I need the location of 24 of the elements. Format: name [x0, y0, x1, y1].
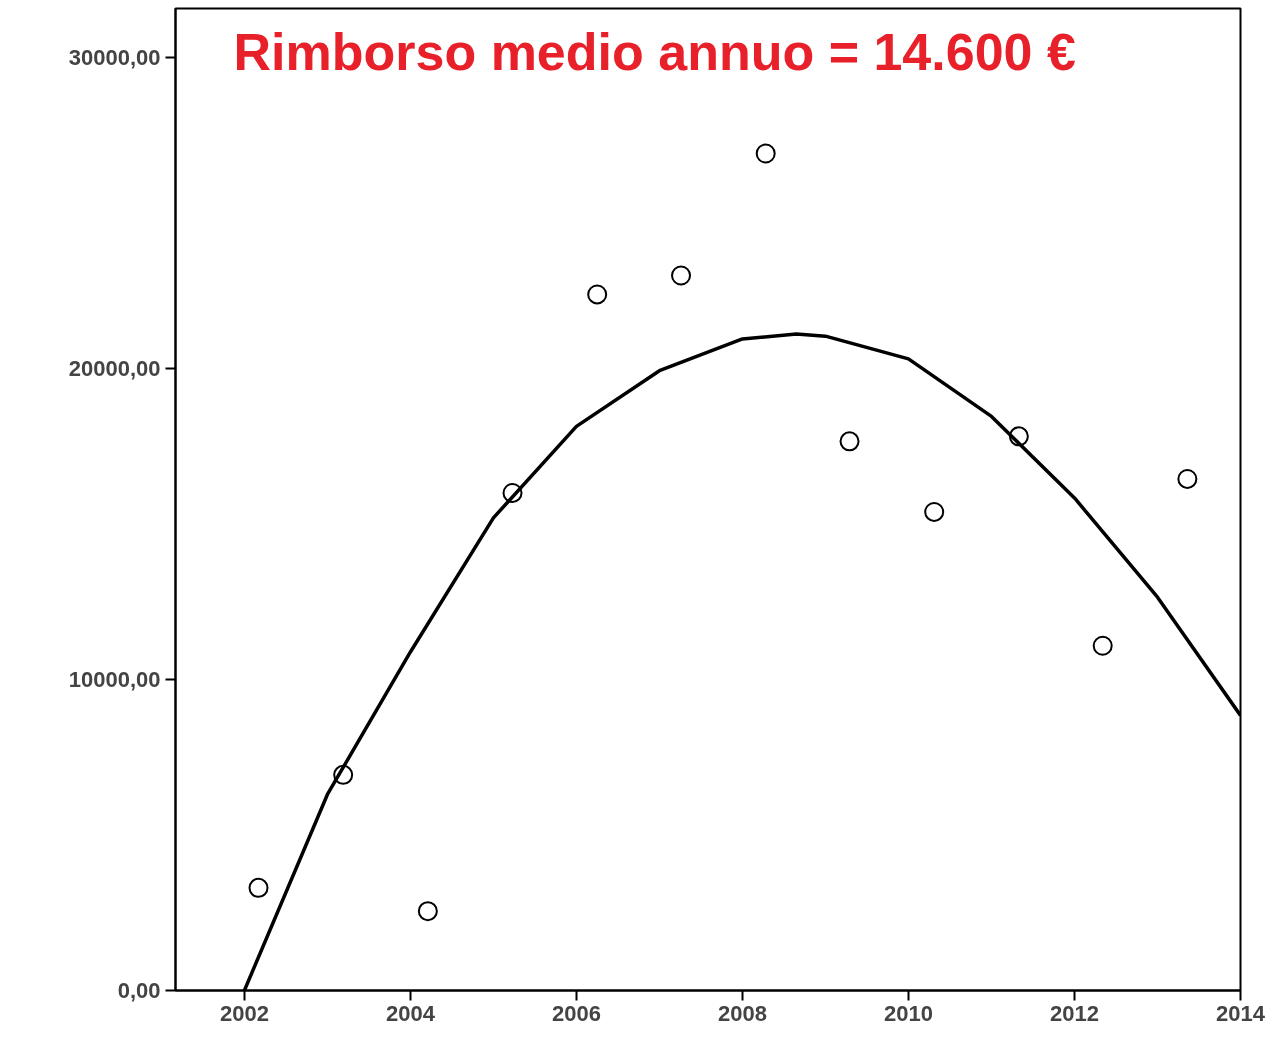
point — [755, 143, 776, 164]
point — [1092, 635, 1113, 656]
x-tick-label: 2006 — [551, 1000, 601, 1026]
point — [502, 482, 523, 503]
x-tick-label: 2012 — [1050, 1000, 1099, 1026]
x-tick-label: 2002 — [219, 1000, 269, 1026]
point — [333, 764, 354, 785]
y-tick-label: 20000,00 — [68, 355, 161, 381]
point — [671, 265, 692, 286]
x-tick-label: 2014 — [1216, 1000, 1266, 1026]
x-tick-label: 2008 — [717, 1000, 767, 1026]
point — [1008, 426, 1029, 447]
point — [924, 501, 945, 522]
x-tick-label: 2010 — [883, 1000, 933, 1026]
point — [587, 284, 608, 305]
annotation: Rimborso medio annuo = 14.600 € — [233, 22, 1076, 81]
y-tick-label: 10000,00 — [68, 666, 161, 692]
y-tick-label: 30000,00 — [68, 44, 161, 70]
point — [839, 431, 860, 452]
point — [417, 901, 438, 922]
point — [1177, 468, 1198, 489]
y-tick-label: 0,00 — [117, 978, 161, 1003]
x-tick-label: 2004 — [385, 1000, 436, 1026]
point — [248, 877, 269, 898]
